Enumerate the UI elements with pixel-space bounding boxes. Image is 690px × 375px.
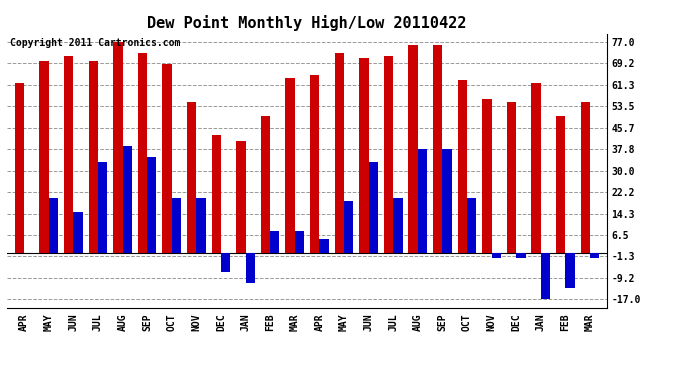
Bar [88, 61, 98, 253]
Bar [172, 198, 181, 253]
Bar [212, 135, 221, 253]
Bar [246, 253, 255, 283]
Bar [590, 253, 600, 258]
Bar [64, 56, 73, 253]
Bar [565, 253, 575, 288]
Bar [39, 61, 49, 253]
Bar [113, 42, 123, 253]
Bar [467, 198, 476, 253]
Bar [516, 253, 526, 258]
Bar [344, 201, 353, 253]
Bar [531, 83, 541, 253]
Bar [580, 102, 590, 253]
Bar [556, 116, 565, 253]
Bar [393, 198, 402, 253]
Bar [482, 99, 491, 253]
Bar [162, 64, 172, 253]
Bar [49, 198, 58, 253]
Bar [384, 56, 393, 253]
Bar [138, 53, 147, 253]
Bar [197, 198, 206, 253]
Bar [261, 116, 270, 253]
Bar [147, 157, 157, 253]
Bar [359, 58, 368, 253]
Bar [417, 149, 427, 253]
Bar [433, 45, 442, 253]
Bar [73, 211, 83, 253]
Bar [319, 239, 328, 253]
Bar [335, 53, 344, 253]
Bar [442, 149, 452, 253]
Bar [507, 102, 516, 253]
Bar [457, 80, 467, 253]
Bar [187, 102, 197, 253]
Bar [221, 253, 230, 272]
Bar [270, 231, 279, 253]
Bar [408, 45, 417, 253]
Text: Copyright 2011 Cartronics.com: Copyright 2011 Cartronics.com [10, 38, 180, 48]
Bar [123, 146, 132, 253]
Bar [310, 75, 319, 253]
Bar [98, 162, 107, 253]
Bar [491, 253, 501, 258]
Bar [14, 83, 24, 253]
Bar [236, 141, 246, 253]
Bar [295, 231, 304, 253]
Title: Dew Point Monthly High/Low 20110422: Dew Point Monthly High/Low 20110422 [148, 15, 466, 31]
Bar [286, 78, 295, 253]
Bar [541, 253, 550, 299]
Bar [368, 162, 378, 253]
